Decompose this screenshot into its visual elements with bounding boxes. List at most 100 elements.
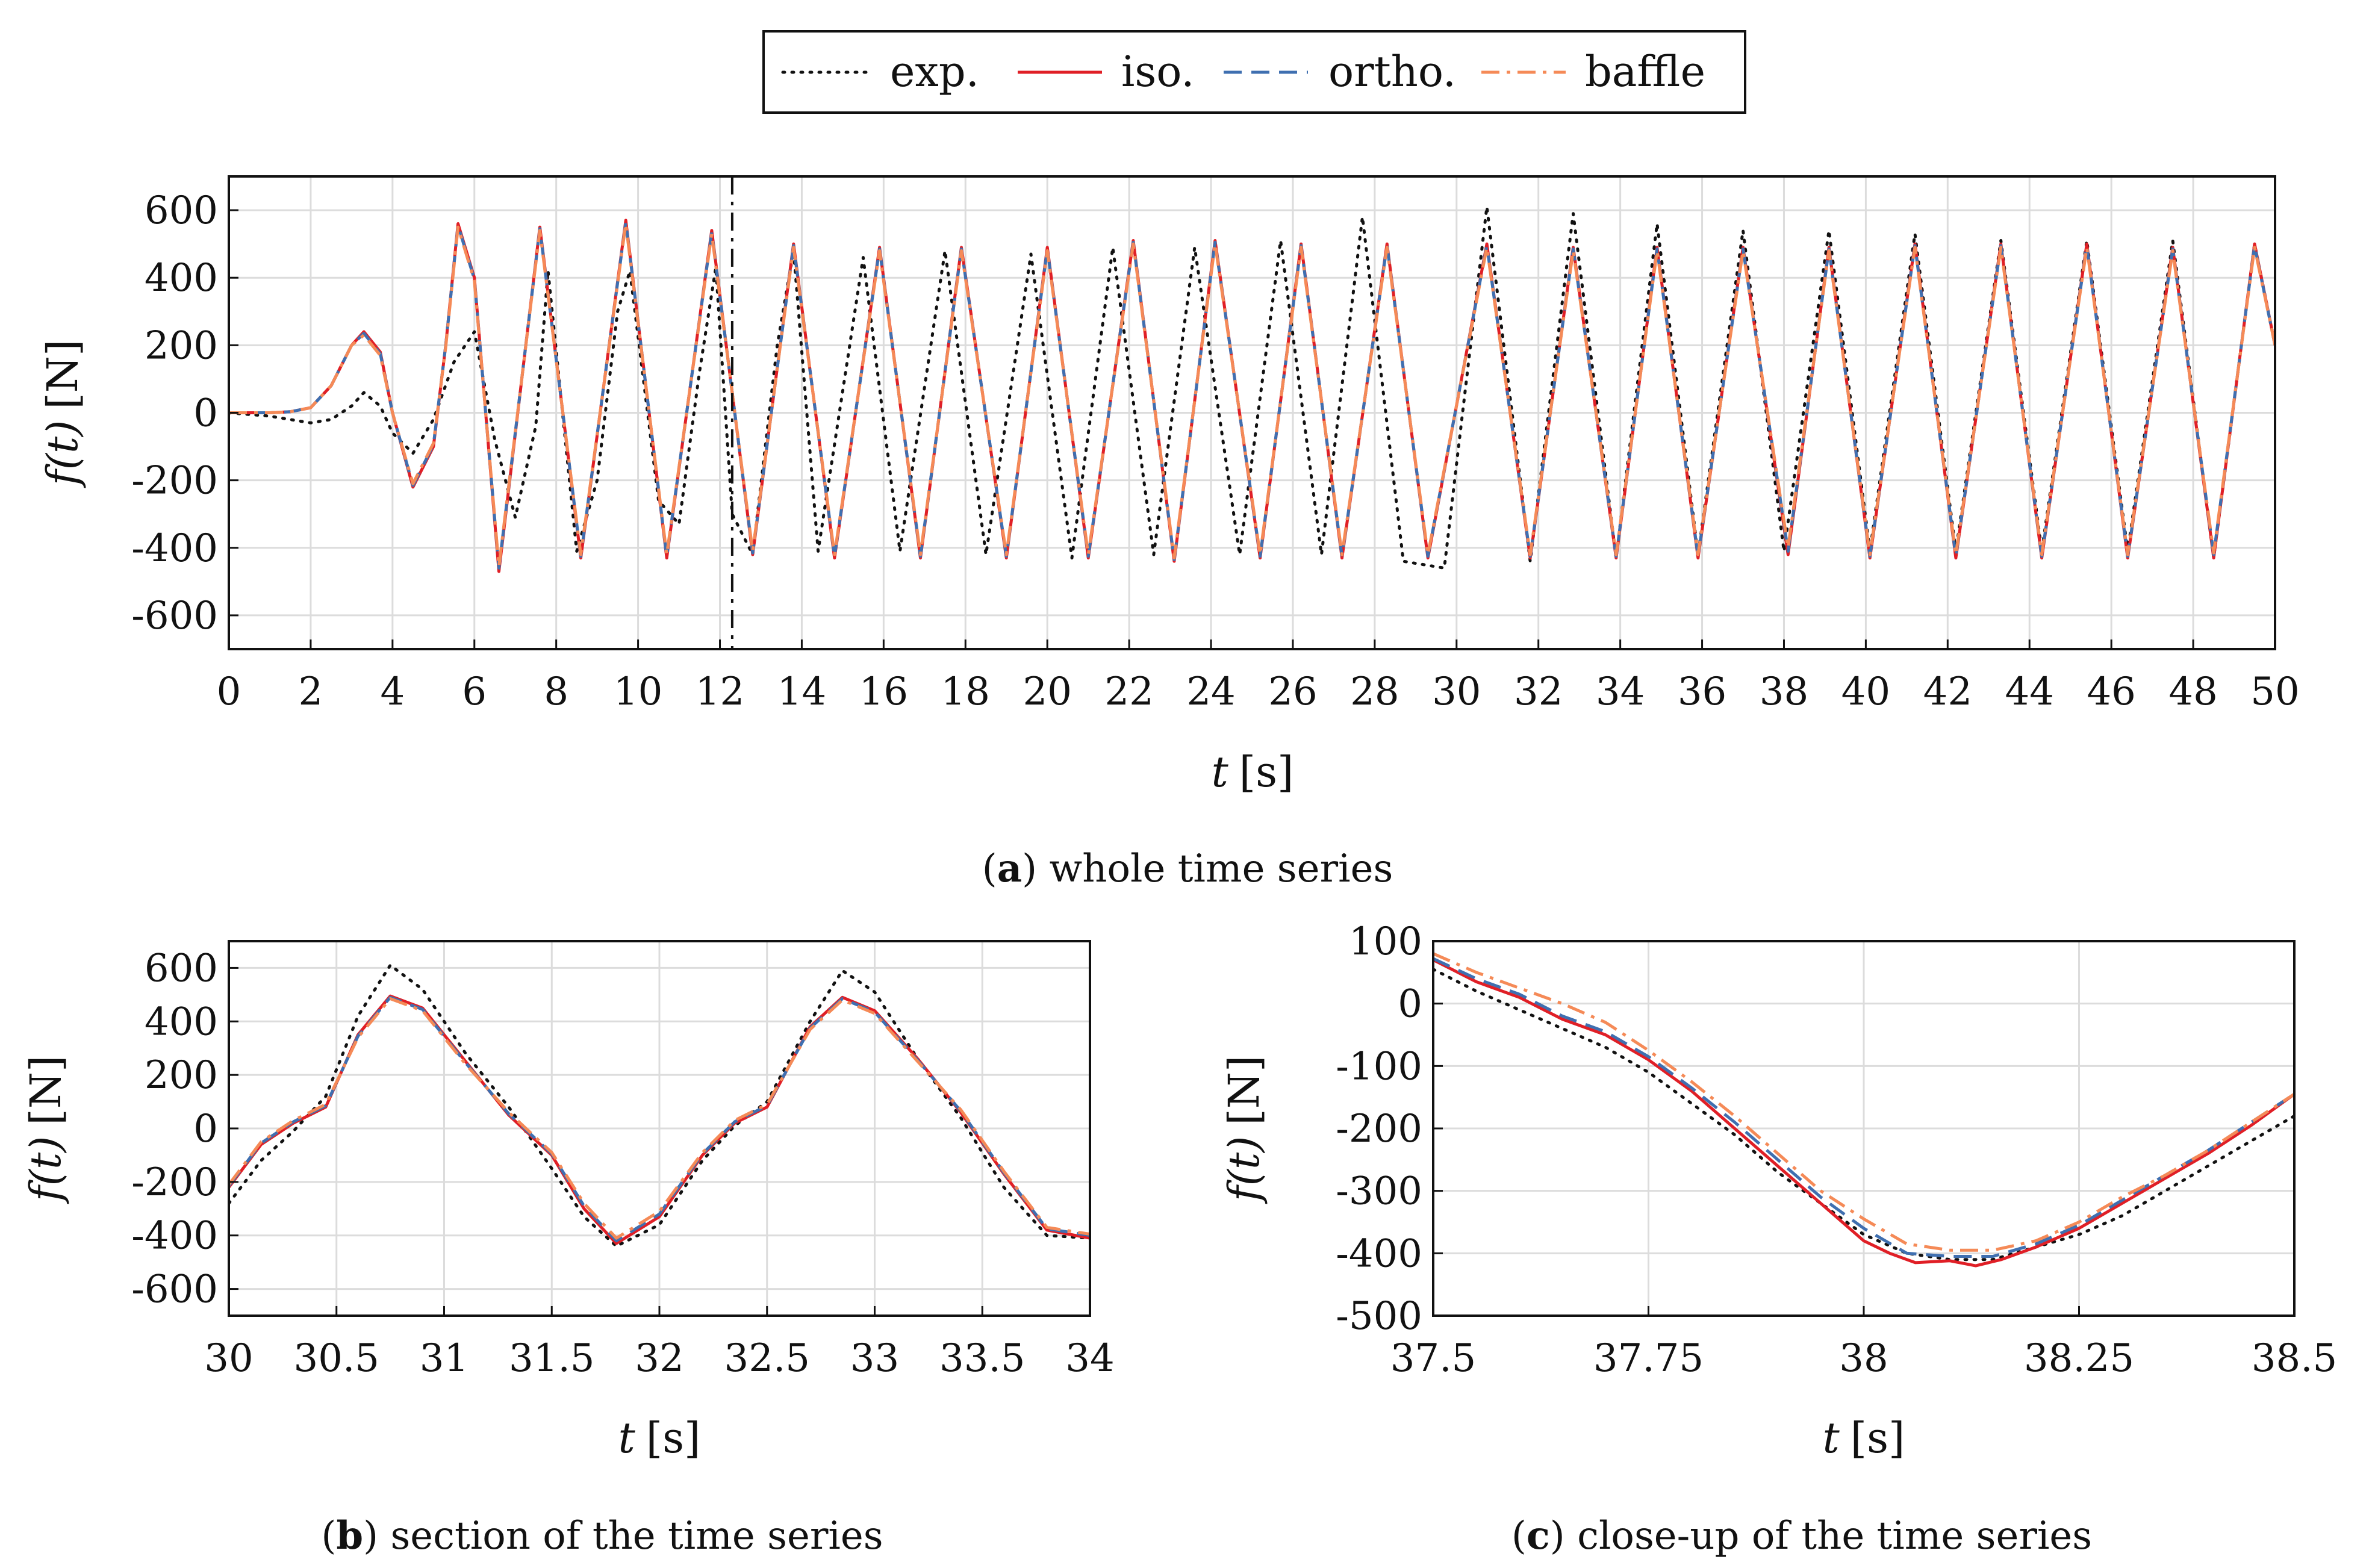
panel-a-caption: (a) whole time series — [982, 846, 1393, 891]
panel-c-series — [1433, 952, 2294, 1268]
panel-b-ylabel-var: f(t) — [21, 1136, 70, 1205]
ytick-label: 600 — [145, 188, 218, 233]
ytick-label: -200 — [131, 1160, 218, 1205]
panel-c-ylabel: f(t) [N] — [1219, 1056, 1269, 1205]
panel-b-grid — [229, 941, 1090, 1316]
panel-a-xlabel: t [s] — [1212, 747, 1294, 797]
panel-c-xticks: 37.5 37.75 38 38.25 38.5 — [1390, 1306, 2338, 1381]
xtick-label: 22 — [1104, 670, 1153, 714]
xtick-label: 14 — [777, 670, 826, 714]
panel-a-grid — [229, 176, 2275, 649]
panel-b: 30 30.5 31 31.5 32 32.5 33 33.5 34 600 400 200 0 -20… — [21, 940, 1115, 1558]
panel-a-ylabel-var: f(t) — [38, 420, 87, 489]
panel-b-caption: (b) section of the time series — [321, 1513, 883, 1558]
xtick-label: 6 — [462, 670, 487, 714]
xtick-label: 31 — [420, 1336, 468, 1381]
ytick-label: 400 — [145, 256, 218, 300]
panel-b-xticks: 30 30.5 31 31.5 32 32.5 33 33.5 34 — [204, 1306, 1115, 1381]
xtick-label: 42 — [1923, 670, 1972, 714]
xtick-label: 40 — [1841, 670, 1890, 714]
series-line-ortho — [229, 995, 1090, 1243]
series-line-exp — [229, 205, 2275, 570]
panel-c-xlabel: t [s] — [1823, 1413, 1905, 1463]
xtick-label: 16 — [859, 670, 908, 714]
xtick-label: 0 — [217, 670, 241, 714]
ytick-label: -400 — [131, 526, 218, 571]
legend-label-ortho: ortho. — [1328, 47, 1456, 96]
xtick-label: 4 — [380, 670, 405, 714]
series-line-baffle — [1433, 952, 2294, 1252]
ytick-label: 200 — [145, 323, 218, 368]
ytick-label: 0 — [193, 1107, 218, 1151]
panel-a-caption-text: ) whole time series — [1022, 847, 1393, 891]
series-line-exp — [1433, 968, 2294, 1262]
ytick-label: 200 — [145, 1053, 218, 1098]
ytick-label: -600 — [131, 594, 218, 638]
xtick-label: 38 — [1760, 670, 1808, 714]
xtick-label: 32 — [1514, 670, 1563, 714]
ytick-label: -100 — [1336, 1044, 1422, 1089]
series-line-baffle — [229, 222, 2275, 568]
xtick-label: 48 — [2168, 670, 2217, 714]
xtick-label: 34 — [1065, 1336, 1114, 1381]
series-line-baffle — [229, 997, 1090, 1240]
panel-b-xlabel-unit: [s] — [646, 1413, 701, 1463]
xtick-label: 46 — [2087, 670, 2135, 714]
panel-c: 37.5 37.75 38 38.25 38.5 100 0 -100 -200 -300 -40… — [1219, 919, 2337, 1558]
xtick-label: 26 — [1268, 670, 1317, 714]
xtick-label: 33 — [850, 1336, 899, 1381]
legend-label-baffle: baffle — [1585, 47, 1705, 96]
xtick-label: 28 — [1350, 670, 1399, 714]
panel-c-ylabel-var: f(t) — [1219, 1136, 1269, 1205]
ytick-label: 600 — [145, 946, 218, 991]
xtick-label: 8 — [544, 670, 568, 714]
xtick-label: 30 — [204, 1336, 253, 1381]
xtick-label: 37.5 — [1390, 1336, 1477, 1381]
panel-a-series — [229, 205, 2275, 573]
xtick-label: 38.5 — [2252, 1336, 2338, 1381]
panel-b-caption-letter: b — [336, 1513, 363, 1558]
xtick-label: 30.5 — [294, 1336, 380, 1381]
ytick-label: -600 — [131, 1268, 218, 1312]
panel-a: 0 2 4 6 8 10 12 14 16 18 20 22 24 26 28 30 32 34 36 38 40 42 4… — [38, 175, 2300, 891]
ytick-label: 0 — [193, 391, 218, 436]
series-line-ortho — [229, 220, 2275, 570]
panel-c-caption: (c) close-up of the time series — [1511, 1513, 2092, 1558]
ytick-label: -300 — [1336, 1169, 1422, 1214]
panel-b-series — [229, 963, 1090, 1248]
xtick-label: 24 — [1186, 670, 1235, 714]
ytick-label: -200 — [131, 459, 218, 503]
panel-b-ylabel: f(t) [N] — [21, 1056, 70, 1205]
xtick-label: 38 — [1839, 1336, 1888, 1381]
panel-a-ylabel: f(t) [N] — [38, 340, 87, 489]
ytick-label: 0 — [1398, 982, 1422, 1027]
xtick-label: 34 — [1596, 670, 1645, 714]
legend-label-exp: exp. — [890, 47, 979, 96]
panel-a-xticks: 0 2 4 6 8 10 12 14 16 18 20 22 24 26 28 30 32 34 36 38 40 42 4… — [217, 639, 2300, 714]
xtick-label: 32 — [635, 1336, 683, 1381]
panel-a-xlabel-unit: [s] — [1239, 747, 1294, 797]
panel-b-ylabel-unit: [N] — [21, 1056, 70, 1125]
panel-c-ylabel-unit: [N] — [1219, 1056, 1269, 1125]
panel-c-yticks: 100 0 -100 -200 -300 -400 -500 — [1336, 919, 1443, 1339]
xtick-label: 2 — [299, 670, 323, 714]
ytick-label: -200 — [1336, 1107, 1422, 1151]
panel-a-yticks: 600 400 200 0 -200 -400 -600 — [131, 188, 238, 638]
panel-c-xlabel-unit: [s] — [1851, 1413, 1905, 1463]
xtick-label: 30 — [1432, 670, 1481, 714]
xtick-label: 31.5 — [509, 1336, 595, 1381]
ytick-label: -400 — [131, 1214, 218, 1258]
xtick-label: 20 — [1023, 670, 1071, 714]
ytick-label: 100 — [1349, 919, 1422, 964]
panel-b-caption-text: ) section of the time series — [363, 1514, 883, 1558]
series-line-iso — [1433, 958, 2294, 1268]
xtick-label: 36 — [1678, 670, 1726, 714]
xtick-label: 38.25 — [2024, 1336, 2134, 1381]
series-line-ortho — [1433, 957, 2294, 1258]
panel-c-caption-letter: c — [1527, 1513, 1550, 1558]
xtick-label: 50 — [2250, 670, 2299, 714]
xtick-label: 44 — [2005, 670, 2054, 714]
ytick-label: -400 — [1336, 1231, 1422, 1276]
ytick-label: 400 — [145, 1000, 218, 1044]
